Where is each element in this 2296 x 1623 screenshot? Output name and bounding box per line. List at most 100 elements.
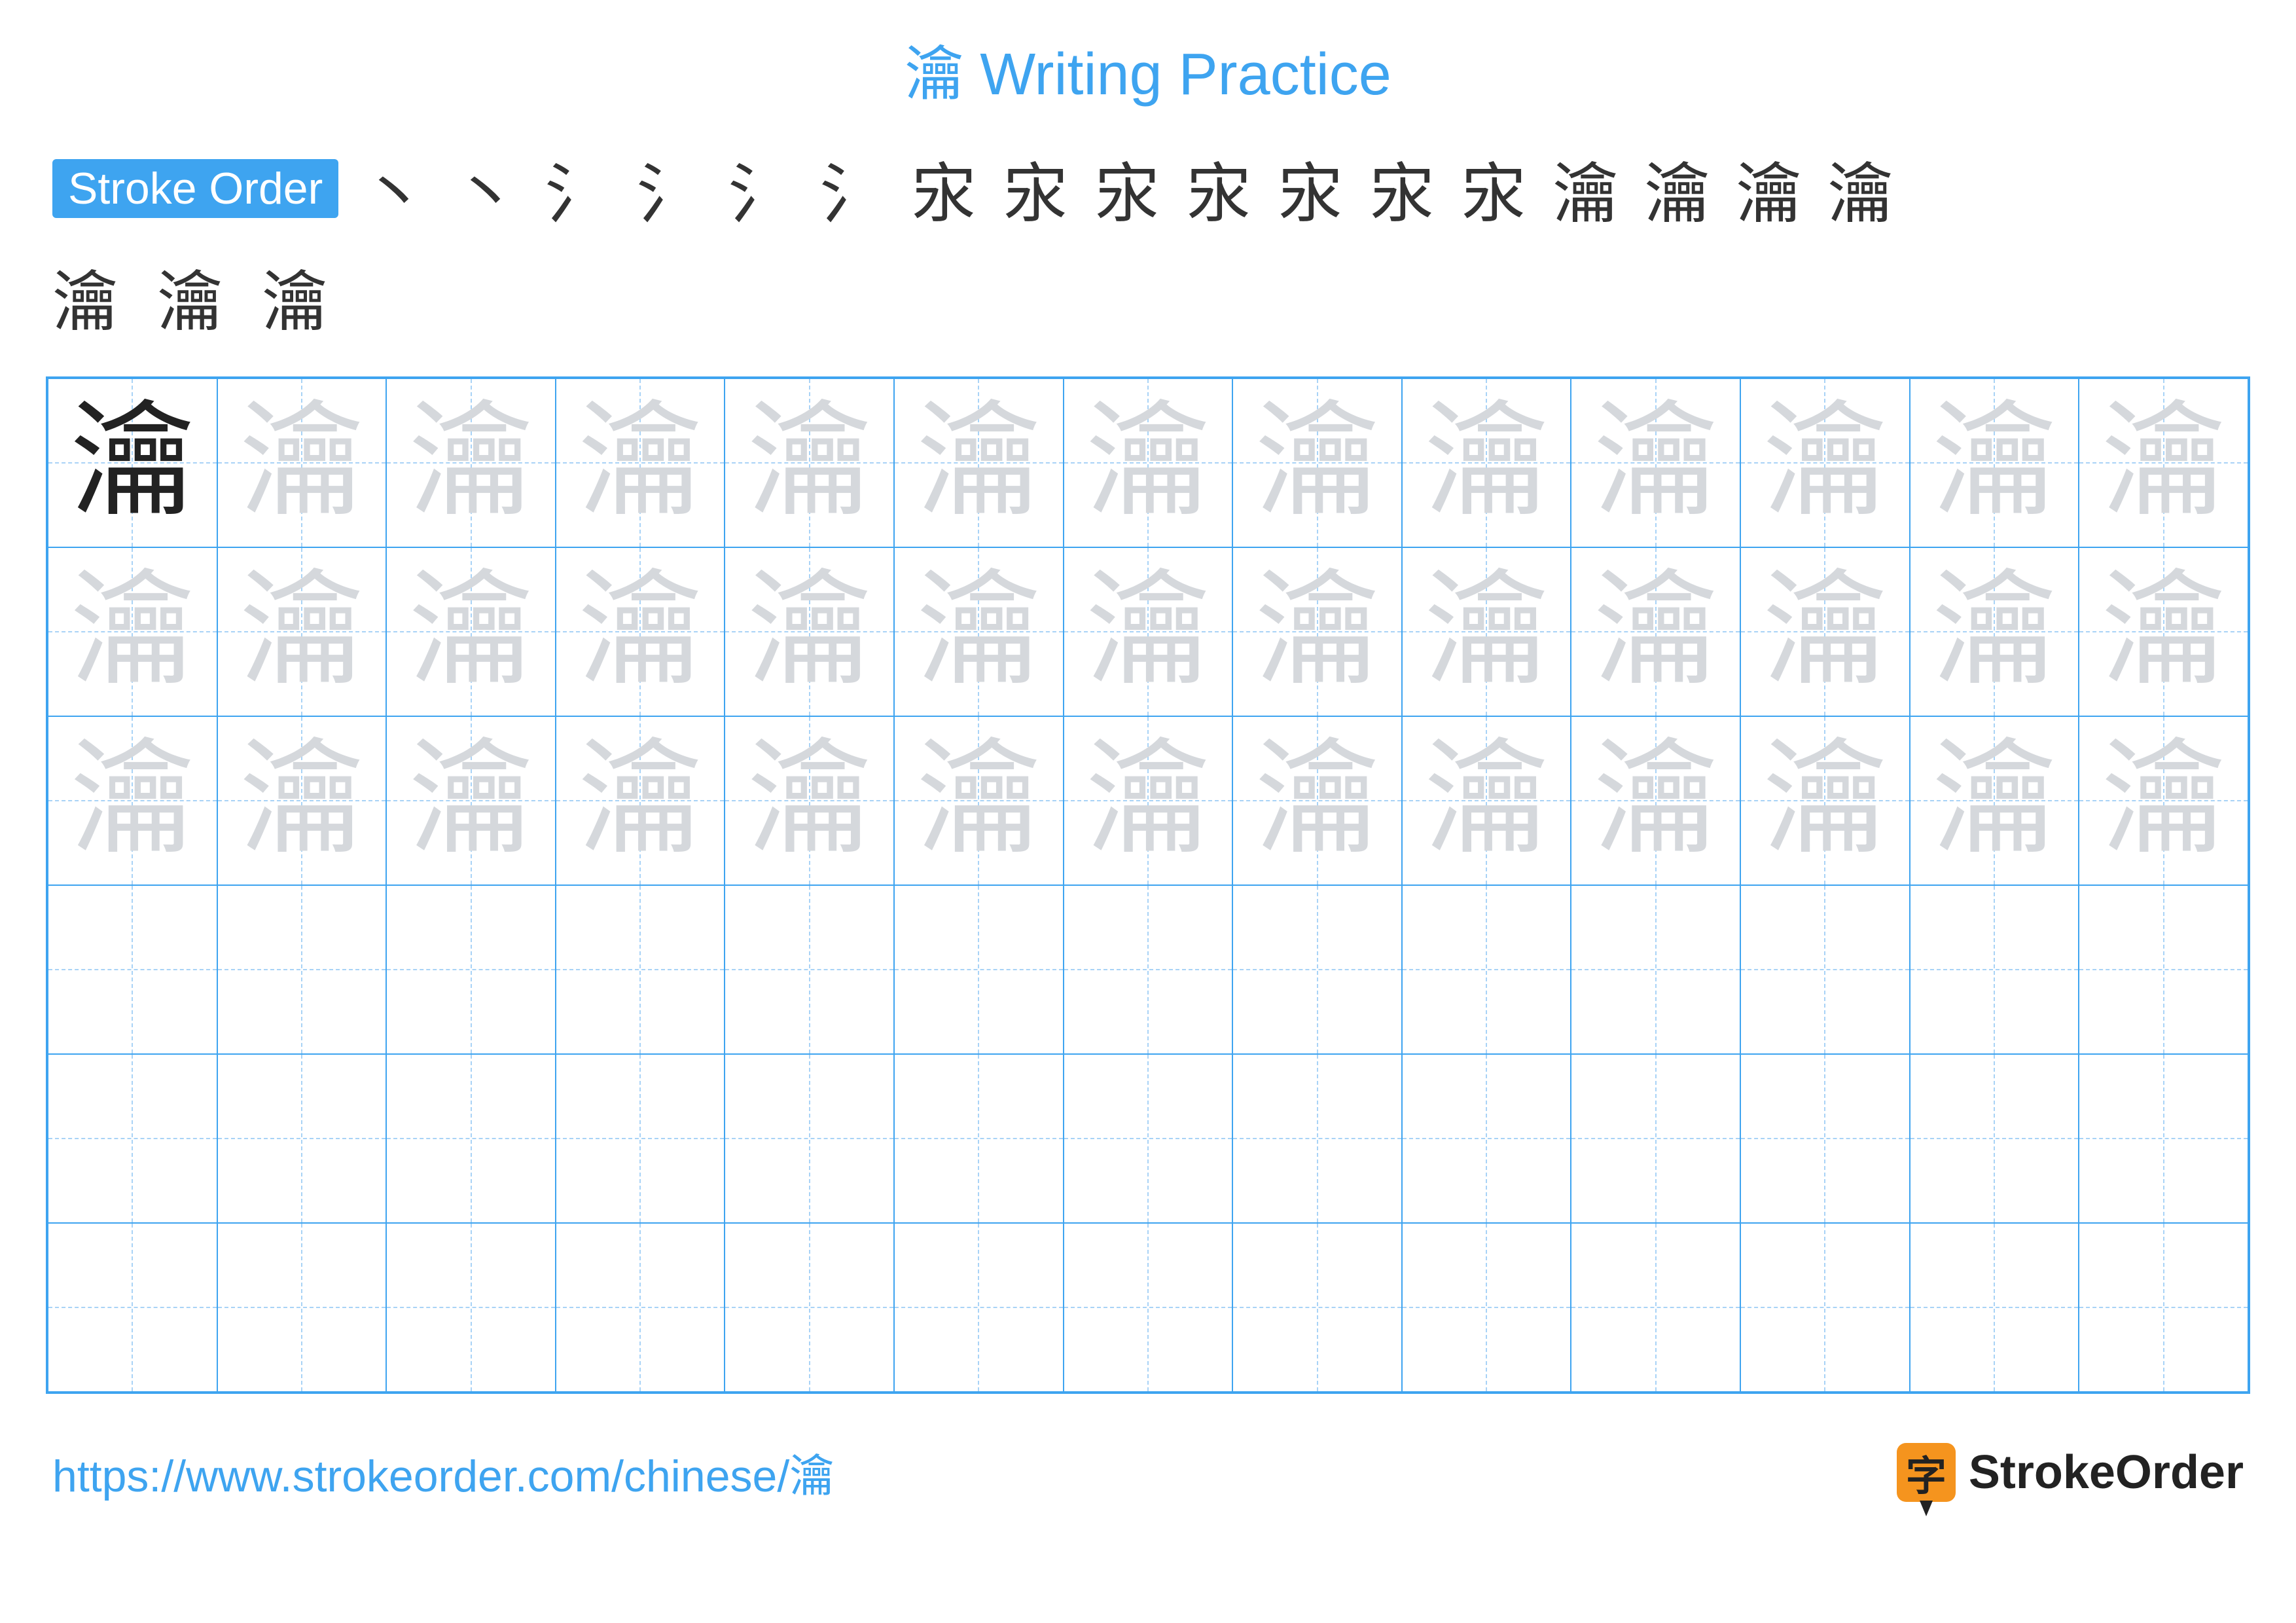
trace-character: 瀹 xyxy=(1594,570,1718,694)
brand-text: StrokeOrder xyxy=(1969,1446,2244,1499)
grid-cell: 瀹 xyxy=(1910,716,2079,885)
trace-character: 瀹 xyxy=(578,570,702,694)
grid-cell xyxy=(1910,885,2079,1054)
trace-character: 瀹 xyxy=(1932,401,2056,525)
grid-cell xyxy=(48,1054,217,1223)
grid-cell xyxy=(1232,885,1402,1054)
grid-cell xyxy=(1402,885,1571,1054)
grid-cell xyxy=(1910,1054,2079,1223)
grid-cell: 瀹 xyxy=(1910,547,2079,716)
trace-character: 瀹 xyxy=(1594,739,1718,863)
footer: https://www.strokeorder.com/chinese/瀹 字 … xyxy=(46,1440,2250,1504)
grid-cell: 瀹 xyxy=(1402,547,1571,716)
trace-character: 瀹 xyxy=(2102,401,2226,525)
grid-cell xyxy=(556,1223,725,1392)
grid-cell xyxy=(1910,1223,2079,1392)
grid-cell: 瀹 xyxy=(1402,378,1571,547)
stroke-step: 瀹 xyxy=(1549,141,1621,236)
stroke-step: 㲾 xyxy=(1091,141,1163,236)
model-character: 瀹 xyxy=(70,401,194,525)
trace-character: 瀹 xyxy=(1255,570,1380,694)
trace-character: 瀹 xyxy=(1932,570,2056,694)
grid-cell xyxy=(2079,885,2248,1054)
stroke-step: 氵 xyxy=(633,141,705,236)
trace-character: 瀹 xyxy=(916,570,1041,694)
grid-cell: 瀹 xyxy=(386,547,556,716)
grid-cell: 瀹 xyxy=(1571,378,1740,547)
grid-cell xyxy=(217,885,387,1054)
trace-character: 瀹 xyxy=(1763,570,1887,694)
stroke-order-row-1: Stroke Order 丶丶氵氵氵氵㲾㲾㲾㲾㲾㲾㲾瀹瀹瀹瀹 xyxy=(46,141,2250,236)
grid-cell: 瀹 xyxy=(1571,716,1740,885)
grid-cell: 瀹 xyxy=(1571,547,1740,716)
stroke-step: 㲾 xyxy=(999,141,1071,236)
trace-character: 瀹 xyxy=(1086,570,1210,694)
stroke-step: 氵 xyxy=(725,141,797,236)
grid-row xyxy=(48,1223,2248,1392)
grid-cell xyxy=(1064,1054,1233,1223)
grid-cell: 瀹 xyxy=(725,547,894,716)
trace-character: 瀹 xyxy=(578,739,702,863)
stroke-step: 㲾 xyxy=(908,141,980,236)
stroke-step: 瀹 xyxy=(157,249,223,344)
stroke-step: 瀹 xyxy=(1732,141,1804,236)
stroke-order-label: Stroke Order xyxy=(52,159,338,218)
trace-character: 瀹 xyxy=(70,570,194,694)
grid-cell xyxy=(725,1054,894,1223)
footer-url: https://www.strokeorder.com/chinese/瀹 xyxy=(52,1440,834,1504)
grid-cell: 瀹 xyxy=(48,716,217,885)
grid-cell: 瀹 xyxy=(48,378,217,547)
grid-row xyxy=(48,1054,2248,1223)
grid-cell xyxy=(386,885,556,1054)
grid-cell xyxy=(894,885,1064,1054)
grid-cell xyxy=(1740,1223,1910,1392)
grid-cell xyxy=(1571,1054,1740,1223)
grid-cell xyxy=(386,1054,556,1223)
grid-cell xyxy=(556,885,725,1054)
brand-logo: 字 StrokeOrder xyxy=(1897,1443,2244,1502)
grid-cell: 瀹 xyxy=(1740,547,1910,716)
grid-row: 瀹瀹瀹瀹瀹瀹瀹瀹瀹瀹瀹瀹瀹 xyxy=(48,547,2248,716)
stroke-step: 㲾 xyxy=(1458,141,1530,236)
trace-character: 瀹 xyxy=(2102,570,2226,694)
grid-cell xyxy=(1571,885,1740,1054)
trace-character: 瀹 xyxy=(409,401,533,525)
stroke-step: 㲾 xyxy=(1183,141,1255,236)
stroke-step: 丶 xyxy=(358,141,430,236)
grid-cell xyxy=(217,1223,387,1392)
stroke-step: 氵 xyxy=(816,141,888,236)
grid-cell xyxy=(1571,1223,1740,1392)
grid-cell: 瀹 xyxy=(1740,716,1910,885)
grid-cell: 瀹 xyxy=(217,547,387,716)
grid-cell xyxy=(556,1054,725,1223)
grid-cell xyxy=(1064,1223,1233,1392)
grid-cell xyxy=(48,885,217,1054)
stroke-step: 㲾 xyxy=(1274,141,1346,236)
grid-cell: 瀹 xyxy=(725,716,894,885)
grid-cell xyxy=(48,1223,217,1392)
trace-character: 瀹 xyxy=(1086,739,1210,863)
grid-cell: 瀹 xyxy=(2079,716,2248,885)
stroke-step: 丶 xyxy=(450,141,522,236)
grid-cell: 瀹 xyxy=(556,716,725,885)
trace-character: 瀹 xyxy=(240,739,364,863)
trace-character: 瀹 xyxy=(747,570,872,694)
grid-cell: 瀹 xyxy=(386,716,556,885)
trace-character: 瀹 xyxy=(916,739,1041,863)
trace-character: 瀹 xyxy=(409,739,533,863)
trace-character: 瀹 xyxy=(2102,739,2226,863)
stroke-step: 瀹 xyxy=(262,249,327,344)
trace-character: 瀹 xyxy=(747,739,872,863)
stroke-step: 㲾 xyxy=(1366,141,1438,236)
grid-cell xyxy=(1402,1223,1571,1392)
page-title: 瀹 Writing Practice xyxy=(46,26,2250,111)
grid-cell xyxy=(1740,1054,1910,1223)
grid-cell: 瀹 xyxy=(1232,378,1402,547)
grid-cell xyxy=(1064,885,1233,1054)
grid-row xyxy=(48,885,2248,1054)
trace-character: 瀹 xyxy=(240,401,364,525)
grid-cell xyxy=(1740,885,1910,1054)
trace-character: 瀹 xyxy=(1424,739,1549,863)
trace-character: 瀹 xyxy=(409,570,533,694)
grid-cell: 瀹 xyxy=(217,378,387,547)
